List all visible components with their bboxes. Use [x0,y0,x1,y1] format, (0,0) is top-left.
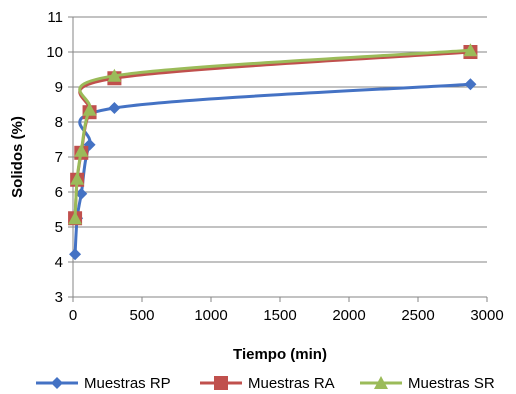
x-tick-labels: 0 500 1000 1500 2000 2500 3000 [69,297,504,324]
legend: Muestras RP Muestras RA Muestras SR [36,375,495,392]
y-tick-label: 10 [46,44,63,61]
y-tick-label: 7 [55,149,63,166]
legend-marker [214,376,228,390]
legend-marker [374,376,388,389]
y-axis-title: Solidos (%) [9,116,26,198]
data-point-marker [463,43,478,57]
data-point-marker [68,211,83,225]
data-point-marker [69,248,82,261]
x-tick-label: 0 [69,307,77,324]
y-tick-label: 6 [55,184,63,201]
data-point-marker [70,171,85,185]
y-tick-label: 3 [55,289,63,306]
legend-item: Muestras RA [200,375,335,392]
series-group [68,43,478,261]
legend-label: Muestras RP [84,375,171,392]
y-tick-label: 9 [55,79,63,96]
legend-label: Muestras RA [248,375,335,392]
y-tick-label: 11 [47,9,63,26]
data-point-marker [82,102,97,116]
data-point-marker [75,187,88,200]
legend-item: Muestras SR [360,375,495,392]
x-tick-label: 500 [129,307,154,324]
x-axis-title: Tiempo (min) [233,346,327,363]
data-point-marker [74,143,89,157]
x-tick-label: 3000 [470,307,503,324]
y-tick-label: 4 [55,254,63,271]
x-tick-label: 1500 [263,307,296,324]
x-tick-label: 2000 [332,307,365,324]
gridlines [73,16,487,263]
legend-marker [51,377,63,389]
series-line [73,50,471,219]
y-tick-label: 5 [55,219,63,236]
y-tick-labels: 3 4 5 6 7 8 9 10 11 [46,9,73,306]
series-diamond [69,78,477,261]
legend-item: Muestras RP [36,375,171,392]
data-point-marker [464,78,477,91]
series-line [73,82,471,255]
data-point-marker [108,102,121,114]
legend-label: Muestras SR [408,375,495,392]
x-tick-label: 1000 [194,307,227,324]
y-tick-label: 8 [55,114,63,131]
x-tick-label: 2500 [401,307,434,324]
series-square [68,45,478,226]
series-triangle [68,43,478,225]
data-point-marker [107,68,122,82]
